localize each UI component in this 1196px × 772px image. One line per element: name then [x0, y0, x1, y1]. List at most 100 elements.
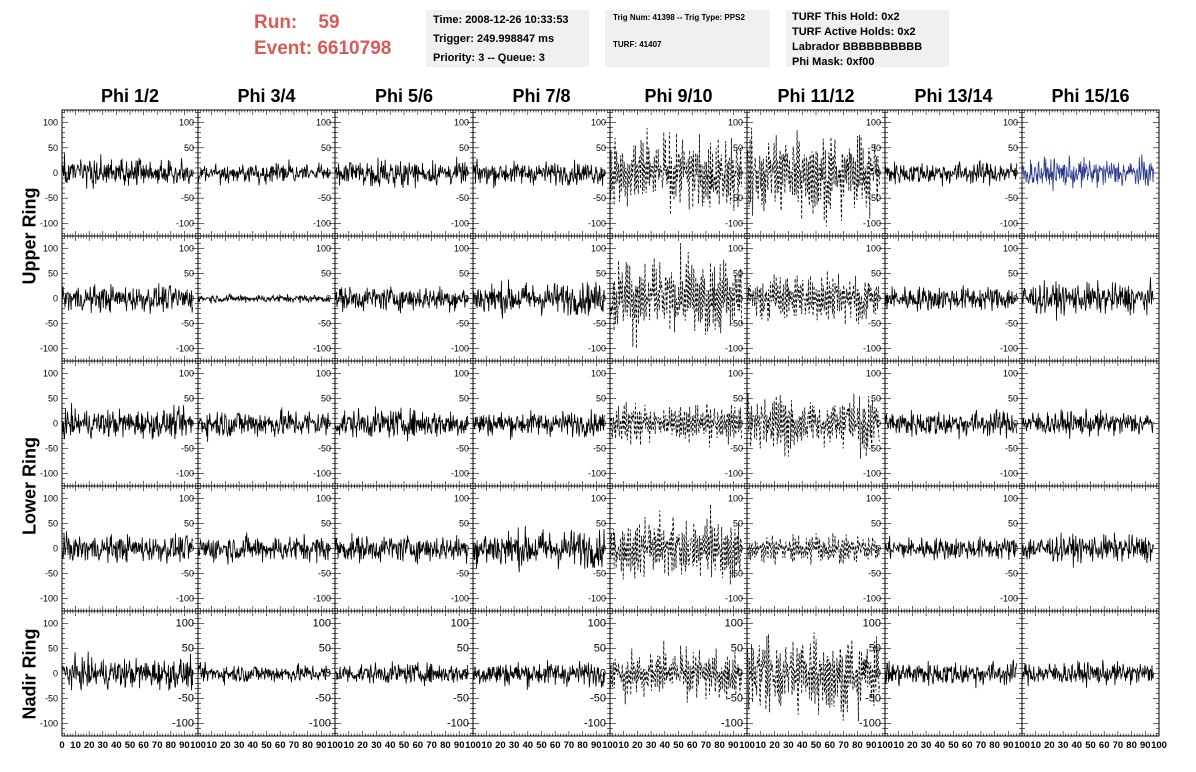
- panel-frame: [746, 360, 886, 487]
- y-tick-label: 100: [179, 118, 194, 128]
- column-header: Phi 11/12: [777, 86, 855, 106]
- y-tick-label: 100: [1003, 244, 1018, 254]
- y-tick-label: -50: [318, 319, 331, 329]
- waveform-trace: [746, 270, 880, 325]
- y-tick-label: -100: [40, 218, 58, 228]
- y-tick-label: -50: [868, 319, 881, 329]
- y-tick-label: 0: [464, 544, 469, 554]
- y-tick-label: 100: [43, 244, 58, 254]
- y-tick-label: -50: [1005, 319, 1018, 329]
- y-tick-label: -100: [725, 469, 743, 479]
- y-tick-label: -50: [45, 319, 58, 329]
- waveform-trace: [884, 535, 1017, 561]
- event-label: Event:: [254, 38, 313, 59]
- y-tick-label: 100: [454, 244, 469, 254]
- y-tick-label: -50: [730, 319, 743, 329]
- y-tick-label: 0: [53, 168, 58, 178]
- panel-frame: [1021, 485, 1160, 612]
- phi-mask-text: Phi Mask: 0xf00: [792, 56, 875, 68]
- y-tick-label: 50: [1008, 269, 1018, 279]
- y-tick-label: -100: [863, 594, 881, 604]
- y-tick-label: -50: [318, 444, 331, 454]
- column-header: Phi 7/8: [512, 86, 571, 106]
- turf-text: TURF: 41407: [613, 40, 662, 49]
- y-tick-label: 50: [321, 143, 331, 153]
- y-tick-label: 50: [184, 394, 194, 404]
- y-tick-label: -50: [456, 319, 469, 329]
- y-tick-label: -100: [725, 594, 743, 604]
- y-tick-label: 100: [43, 494, 58, 504]
- turf-active-holds-text: TURF Active Holds: 0x2: [792, 26, 916, 38]
- y-tick-label: 0: [464, 294, 469, 304]
- y-tick-label: 0: [464, 168, 469, 178]
- y-tick-label: 50: [871, 143, 881, 153]
- column-header: Phi 1/2: [100, 86, 160, 106]
- waveform-trace: [197, 293, 330, 304]
- y-tick-label: 50: [596, 269, 606, 279]
- waveform-trace: [884, 159, 1017, 187]
- labrador-text: Labrador BBBBBBBBBB: [792, 41, 923, 53]
- y-tick-label: -100: [725, 344, 743, 354]
- waveform-trace: [609, 402, 742, 448]
- y-tick-label: 50: [48, 519, 58, 529]
- y-tick-label: -50: [45, 569, 58, 579]
- waveform-trace: [1021, 154, 1154, 192]
- y-tick-label: 0: [53, 294, 58, 304]
- waveform-trace: [746, 533, 880, 566]
- waveform-trace: [884, 409, 1017, 440]
- y-tick-label: -100: [451, 218, 469, 228]
- column-header: Phi 13/14: [914, 86, 993, 106]
- y-tick-label: 100: [179, 369, 194, 379]
- y-tick-label: 50: [733, 269, 743, 279]
- y-tick-label: 100: [43, 369, 58, 379]
- y-tick-label: -100: [176, 594, 194, 604]
- time-text: Time: 2008-12-26 10:33:53: [433, 14, 569, 26]
- y-tick-label: -50: [181, 444, 194, 454]
- y-tick-label: -50: [456, 193, 469, 203]
- y-tick-label: -100: [176, 218, 194, 228]
- y-tick-label: 50: [459, 269, 469, 279]
- y-tick-label: 50: [48, 143, 58, 153]
- waveform-trace: [472, 409, 605, 440]
- y-tick-label: -50: [593, 319, 606, 329]
- y-tick-label: 50: [1008, 143, 1018, 153]
- y-tick-label: 50: [459, 143, 469, 153]
- run-label: Run:: [254, 12, 298, 33]
- y-tick-label: -50: [181, 569, 194, 579]
- y-tick-label: 0: [326, 168, 331, 178]
- y-tick-label: 50: [733, 519, 743, 529]
- waveform-trace: [1021, 408, 1154, 439]
- y-tick-label: -50: [1005, 444, 1018, 454]
- waveform-trace: [61, 283, 193, 314]
- y-tick-label: 50: [459, 394, 469, 404]
- y-tick-label: 100: [591, 494, 606, 504]
- y-tick-label: 0: [738, 168, 743, 178]
- y-tick-label: -100: [176, 469, 194, 479]
- y-tick-label: 0: [876, 419, 881, 429]
- y-tick-label: -50: [730, 569, 743, 579]
- y-tick-label: 100: [316, 118, 331, 128]
- y-tick-label: 0: [738, 419, 743, 429]
- y-tick-label: -100: [40, 344, 58, 354]
- y-tick-label: -50: [181, 319, 194, 329]
- y-tick-label: 50: [48, 394, 58, 404]
- y-tick-label: 100: [43, 118, 58, 128]
- y-tick-label: -50: [868, 193, 881, 203]
- y-tick-label: -100: [1000, 344, 1018, 354]
- waveform-trace: [334, 406, 468, 442]
- column-header: Phi 9/10: [644, 86, 713, 106]
- waveform-trace: [609, 242, 742, 349]
- waveform-trace: [334, 284, 468, 314]
- y-tick-label: 0: [326, 419, 331, 429]
- y-tick-label: 0: [464, 419, 469, 429]
- y-tick-label: -50: [318, 569, 331, 579]
- run-line: Run: 59: [254, 10, 391, 36]
- priority-text: Priority: 3 -- Queue: 3: [433, 52, 545, 64]
- y-tick-label: 100: [179, 244, 194, 254]
- panel-frame: [197, 235, 336, 362]
- y-tick-label: -50: [456, 569, 469, 579]
- y-tick-label: 50: [871, 394, 881, 404]
- y-tick-label: -100: [313, 344, 331, 354]
- y-tick-label: 100: [591, 244, 606, 254]
